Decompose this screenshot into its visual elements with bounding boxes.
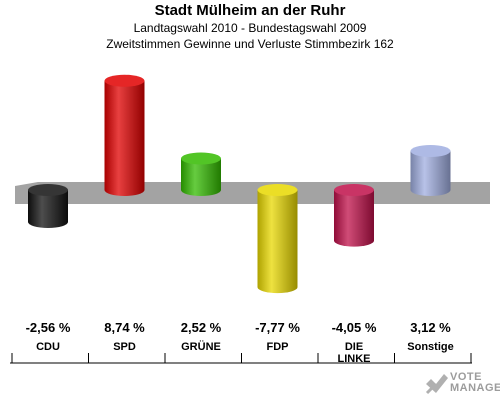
- category-label: SPD: [113, 341, 136, 353]
- value-label: -2,56 %: [26, 320, 71, 335]
- chart-subtitle-2: Zweitstimmen Gewinne und Verluste Stimmb…: [106, 37, 394, 51]
- bar-spd: [104, 74, 145, 196]
- chart-title: Stadt Mülheim an der Ruhr: [154, 2, 346, 19]
- bar-cdu: [28, 184, 68, 228]
- bar-body: [181, 158, 221, 196]
- bar-fdp: [257, 184, 298, 294]
- bar-body: [334, 190, 374, 247]
- bar-cap: [28, 184, 68, 196]
- bar-cap: [104, 74, 145, 87]
- logo-text: VOTE MANAGER: [450, 371, 500, 394]
- value-label: 2,52 %: [181, 320, 222, 335]
- bar-grüne: [181, 152, 221, 196]
- bar-sonstige: [410, 145, 451, 196]
- category-label: GRÜNE: [181, 340, 221, 353]
- category-label: FDP: [267, 341, 289, 353]
- value-label: -4,05 %: [332, 320, 377, 335]
- bar-body: [257, 190, 298, 294]
- bar-body: [104, 80, 145, 196]
- category-label: DIE LINKE: [338, 341, 371, 365]
- category-label: Sonstige: [407, 341, 453, 353]
- bar-body: [410, 151, 451, 196]
- bar-cap: [334, 184, 374, 196]
- value-label: -7,77 %: [255, 320, 300, 335]
- value-label: 3,12 %: [410, 320, 451, 335]
- checkmark-x-icon: [425, 374, 448, 395]
- bar-cap: [181, 152, 221, 165]
- vote-manager-logo: VOTE MANAGER: [424, 371, 500, 397]
- bar-cap: [410, 145, 451, 157]
- bar-body: [28, 190, 68, 228]
- value-label: 8,74 %: [104, 320, 145, 335]
- bar-cap: [257, 184, 298, 196]
- bar-die-linke: [334, 184, 374, 247]
- chart-subtitle: Landtagswahl 2010 - Bundestagswahl 2009: [133, 21, 367, 35]
- category-label: CDU: [36, 341, 60, 353]
